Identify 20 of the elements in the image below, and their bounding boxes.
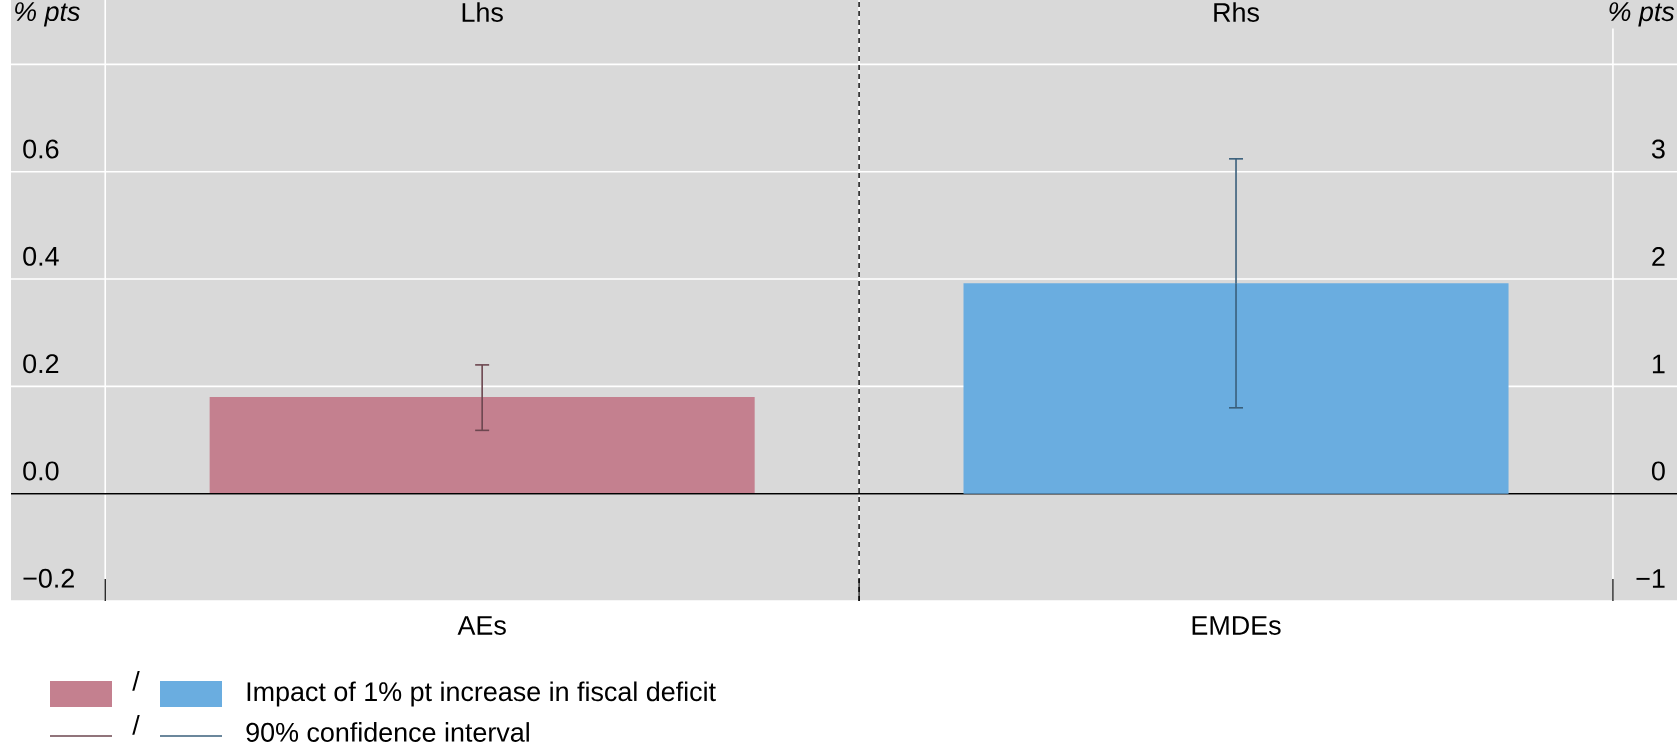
annotation: Lhs [462, 2, 503, 22]
text: 90% confidence interval [246, 722, 529, 742]
y2-tick-label: −1 [1636, 569, 1665, 588]
y-tick-label: 0.6 [23, 139, 59, 159]
y2-tick-label: 1 [1652, 354, 1665, 374]
x-tick-label: AEs [457, 616, 506, 635]
y-tick-label: 0.4 [23, 246, 59, 266]
text: / [132, 715, 140, 735]
text: Impact of 1% pt increase in fiscal deficit [247, 681, 716, 707]
y2-axis-title: % pts [1609, 2, 1675, 27]
y-tick-label: 0.2 [23, 354, 59, 374]
y2-tick-label: 2 [1652, 247, 1665, 266]
text: / [132, 671, 140, 691]
y2-tick-label: 3 [1651, 139, 1665, 159]
y2-tick-label: 0 [1651, 461, 1665, 481]
y-tick-label: 0.0 [23, 461, 59, 481]
annotation: Rhs [1214, 2, 1259, 22]
y-axis-title: % pts [15, 2, 80, 27]
y-tick-label: −0.2 [23, 568, 74, 588]
x-tick-label: EMDEs [1192, 616, 1281, 635]
